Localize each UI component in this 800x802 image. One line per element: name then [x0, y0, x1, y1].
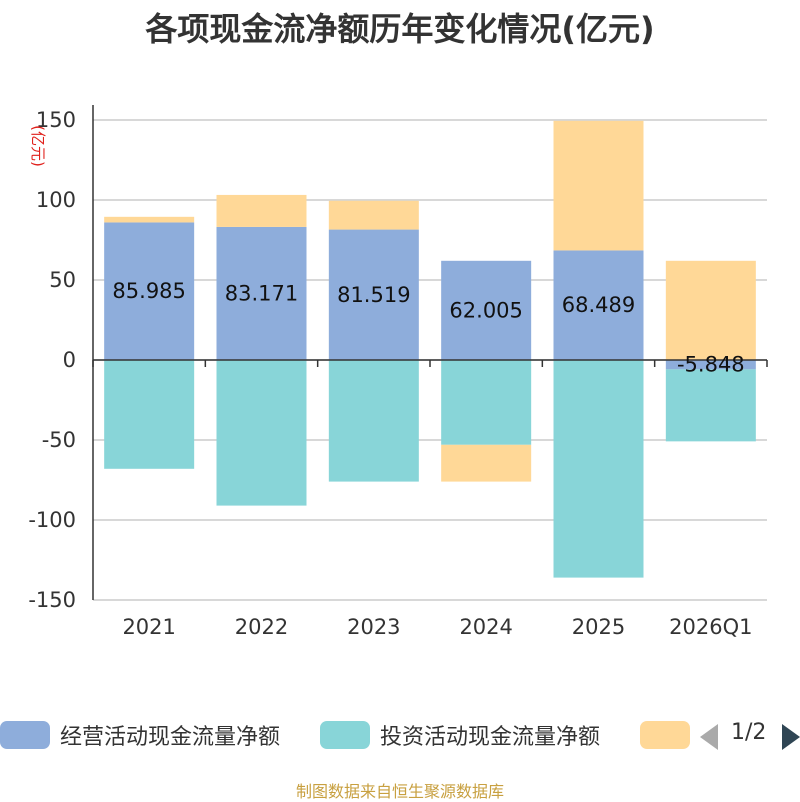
legend-next-page-icon[interactable]	[782, 724, 800, 750]
legend-prev-page-icon[interactable]	[700, 724, 718, 750]
bar-series-0-2024	[441, 260, 532, 360]
x-tick-label: 2021	[122, 615, 175, 639]
legend: 经营活动现金流量净额 投资活动现金流量净额 1/2	[0, 716, 800, 756]
data-label: -5.848	[677, 353, 745, 377]
y-tick-label: -150	[28, 588, 76, 612]
x-tick-label: 2024	[459, 615, 512, 639]
bar-series-0-2023	[328, 229, 419, 360]
bar-series-2-2026Q1	[665, 260, 756, 360]
legend-label-investing: 投资活动现金流量净额	[380, 725, 601, 750]
legend-page-indicator: 1/2	[731, 720, 767, 745]
bar-series-2-2024	[441, 444, 532, 482]
bar-series-0-2025	[553, 250, 644, 360]
data-label: 83.171	[225, 281, 298, 305]
bar-series-2-2025	[553, 120, 644, 251]
bar-series-1-2023	[328, 360, 419, 482]
data-label: 85.985	[112, 279, 185, 303]
bar-series-1-2022	[216, 360, 307, 506]
y-tick-label: 50	[49, 268, 76, 292]
bar-series-2-2021	[104, 216, 195, 223]
bar-series-1-2024	[441, 360, 532, 445]
y-tick-label: 0	[63, 348, 76, 372]
x-tick-label: 2022	[235, 615, 288, 639]
data-label: 81.519	[337, 283, 410, 307]
legend-swatch-investing	[320, 721, 370, 749]
chart-title: 各项现金流净额历年变化情况(亿元)	[145, 10, 655, 48]
bar-series-1-2021	[104, 360, 195, 469]
bar-series-2-2022	[216, 194, 307, 227]
x-tick-label: 2026Q1	[669, 615, 752, 639]
legend-item-operating[interactable]: 经营活动现金流量净额	[0, 720, 280, 750]
bar-series-0-2026Q1	[665, 360, 756, 370]
legend-item-third[interactable]	[640, 720, 700, 750]
bar-series-0-2021	[104, 222, 195, 360]
y-tick-label: 100	[36, 188, 76, 212]
bar-series-0-2022	[216, 226, 307, 360]
y-tick-label: 150	[36, 108, 76, 132]
legend-label-operating: 经营活动现金流量净额	[60, 725, 281, 750]
bar-series-1-2025	[553, 360, 644, 578]
legend-swatch-operating	[0, 721, 50, 749]
chart-plot: 150 100 50 0 -50 -100 -150 (亿元) 2021 2022 2023 202…	[28, 105, 768, 639]
y-tick-label: -50	[42, 428, 76, 452]
source-note: 制图数据来自恒生聚源数据库	[295, 782, 504, 801]
x-tick-label: 2023	[347, 615, 400, 639]
legend-item-investing[interactable]: 投资活动现金流量净额	[320, 720, 600, 750]
y-axis-label: (亿元)	[29, 125, 47, 167]
y-tick-label: -100	[28, 508, 76, 532]
legend-swatch-third	[640, 721, 690, 749]
x-tick-label: 2025	[572, 615, 625, 639]
bar-series-1-2026Q1	[665, 369, 756, 442]
data-label: 62.005	[449, 298, 522, 322]
data-label: 68.489	[562, 293, 635, 317]
bar-series-2-2023	[328, 200, 419, 230]
